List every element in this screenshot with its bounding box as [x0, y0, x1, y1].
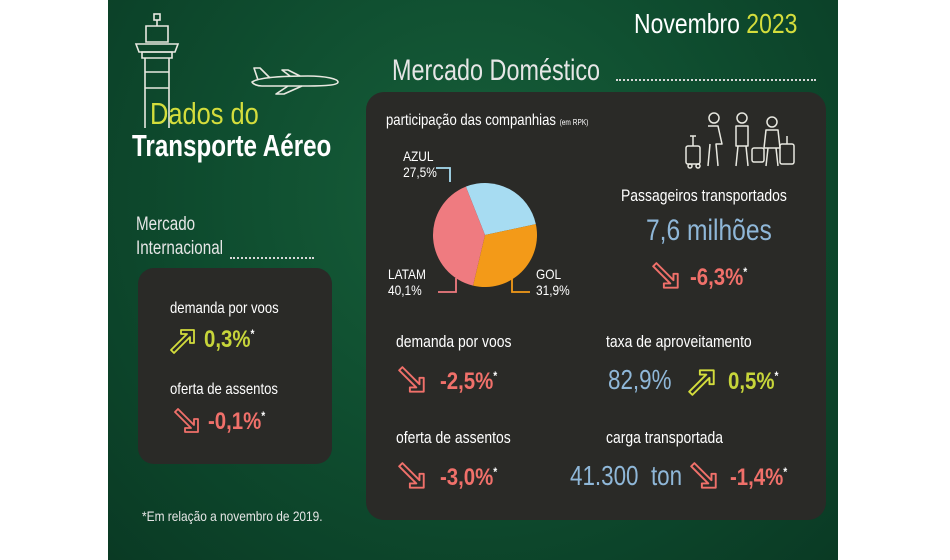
pie-label-gol-name: GOL: [536, 266, 562, 282]
load-factor-label: taxa de aproveitamento: [606, 332, 752, 351]
pie-label-gol: GOL 31,9%: [536, 266, 576, 298]
pie-label-azul-value: 27,5%: [403, 164, 437, 180]
international-title-line2: Internacional: [136, 238, 224, 259]
pie-label-latam-name: LATAM: [388, 266, 426, 282]
footnote: *Em relação a novembro de 2019.: [142, 508, 323, 524]
main-title-line1: Dados do: [150, 96, 259, 131]
domestic-demand-value: -2,5%*: [440, 368, 498, 395]
travelers-icon: [685, 112, 795, 169]
pie-callout-azul: [436, 167, 451, 182]
cargo-change-percent: -1,4%: [730, 464, 784, 491]
passengers-change-percent: -6,3%: [690, 264, 744, 291]
pie-slice-latam: [433, 186, 485, 286]
arrow-down-icon: [652, 262, 679, 289]
cargo-value: 41.300 ton: [570, 460, 682, 492]
domestic-demand-label: demanda por voos: [396, 332, 512, 351]
airplane-icon: [251, 67, 339, 95]
main-title-line2: Transporte Aéreo: [132, 128, 332, 163]
cargo-change: -1,4%*: [730, 464, 788, 491]
international-demand-label: demanda por voos: [170, 300, 279, 317]
international-title-dots: [230, 257, 314, 259]
pie-label-latam: LATAM 40,1%: [388, 266, 433, 298]
passengers-change: -6,3%*: [690, 264, 748, 291]
arrow-down-icon: [398, 366, 425, 393]
load-factor-change: 0,5%*: [728, 368, 779, 395]
month-label: Novembro: [634, 8, 740, 39]
market-share-pie-chart: [433, 183, 537, 287]
domestic-title: Mercado Doméstico: [392, 54, 601, 87]
domestic-seats-percent: -3,0%: [440, 464, 494, 491]
arrow-down-icon: [174, 408, 199, 433]
cargo-amount: 41.300: [570, 460, 639, 491]
arrow-up-icon: [688, 369, 715, 396]
date-heading: Novembro 2023: [634, 8, 797, 40]
share-unit: (em RPK): [559, 118, 589, 127]
international-demand-value: 0,3%*: [204, 326, 255, 353]
load-factor-change-percent: 0,5%: [728, 368, 775, 395]
cargo-unit: ton: [650, 460, 683, 491]
domestic-seats-value: -3,0%*: [440, 464, 498, 491]
share-title: participação das companhias (em RPK): [386, 112, 588, 130]
domestic-panel: [366, 92, 826, 520]
international-title-line1: Mercado: [136, 214, 196, 235]
demand-percent: 0,3%: [204, 326, 251, 353]
passengers-label: Passageiros transportados: [621, 186, 787, 205]
control-tower-icon: [134, 13, 180, 128]
seats-percent: -0,1%: [208, 408, 262, 435]
load-factor-value: 82,9%: [608, 364, 672, 395]
share-title-text: participação das companhias: [386, 112, 556, 129]
international-seats-label: oferta de assentos: [170, 381, 278, 398]
pie-label-latam-value: 40,1%: [388, 282, 422, 298]
cargo-label: carga transportada: [606, 428, 724, 447]
international-seats-value: -0,1%*: [208, 408, 266, 435]
domestic-demand-percent: -2,5%: [440, 368, 494, 395]
pie-label-azul-name: AZUL: [403, 148, 434, 164]
arrow-down-icon: [398, 462, 425, 489]
pie-callout-latam: [438, 278, 457, 293]
arrow-down-icon: [690, 462, 717, 489]
passengers-value: 7,6 milhões: [646, 214, 772, 247]
pie-label-azul: AZUL 27,5%: [398, 148, 437, 180]
year-label: 2023: [746, 8, 798, 39]
pie-slice-azul: [465, 183, 536, 235]
domestic-title-dots: [616, 79, 816, 81]
pie-callout-gol: [511, 278, 530, 293]
international-panel: [138, 268, 332, 464]
pie-label-gol-value: 31,9%: [536, 282, 570, 298]
arrow-up-icon: [170, 329, 195, 354]
pie-slice-gol: [473, 224, 537, 287]
domestic-seats-label: oferta de assentos: [396, 428, 511, 447]
